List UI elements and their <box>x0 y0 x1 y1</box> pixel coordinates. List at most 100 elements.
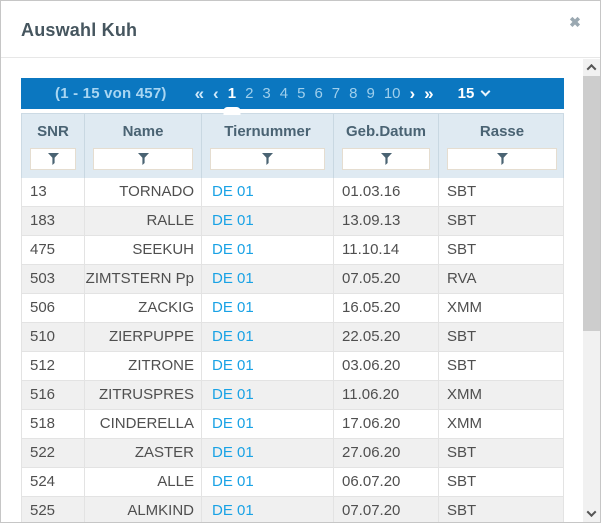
page-button-4[interactable]: 4 <box>279 85 289 102</box>
chevron-down-icon <box>586 507 597 518</box>
page-button-10[interactable]: 10 <box>383 85 401 102</box>
cell-name: CINDERELLA <box>85 410 202 438</box>
funnel-icon <box>137 153 149 165</box>
table-row[interactable]: 524 ALLE DE 01 06.07.20 SBT <box>22 468 563 497</box>
table-row[interactable]: 516 ZITRUSPRES DE 01 11.06.20 XMM <box>22 381 563 410</box>
table-row[interactable]: 512 ZITRONE DE 01 03.06.20 SBT <box>22 352 563 381</box>
table-row[interactable]: 525 ALMKIND DE 01 07.07.20 SBT <box>22 497 563 522</box>
tiernummer-filter-input[interactable] <box>210 148 325 170</box>
page-button-6[interactable]: 6 <box>314 85 323 102</box>
column-header-tiernummer[interactable]: Tiernummer <box>202 114 334 146</box>
next-page-button[interactable]: › <box>409 84 416 103</box>
cell-name: ZASTER <box>85 439 202 467</box>
name-filter-input[interactable] <box>93 148 193 170</box>
cell-snr: 475 <box>22 236 85 264</box>
cell-geb_datum: 13.09.13 <box>334 207 439 235</box>
funnel-icon <box>262 153 273 165</box>
cell-tiernummer[interactable]: DE 01 <box>202 352 334 380</box>
cell-geb_datum: 07.05.20 <box>334 265 439 293</box>
first-page-button[interactable]: « <box>194 84 205 103</box>
rasse-filter-input[interactable] <box>447 148 557 170</box>
cell-snr: 516 <box>22 381 85 409</box>
cell-name: ZITRUSPRES <box>85 381 202 409</box>
cell-rasse: XMM <box>447 299 482 316</box>
page-size-select[interactable]: 15 <box>457 85 491 102</box>
header-filter-row <box>22 146 563 178</box>
pagination-range-label: (1 - 15 von 457) <box>55 85 167 102</box>
cell-tiernummer[interactable]: DE 01 <box>202 207 334 235</box>
vertical-scrollbar[interactable] <box>583 59 600 522</box>
cell-geb_datum: 07.07.20 <box>334 497 439 522</box>
cell-rasse: XMM <box>447 415 482 432</box>
funnel-icon <box>47 153 59 165</box>
table-row[interactable]: 475 SEEKUH DE 01 11.10.14 SBT <box>22 236 563 265</box>
last-page-button[interactable]: » <box>424 84 434 103</box>
cell-snr: 183 <box>22 207 85 235</box>
cell-rasse: XMM <box>447 386 482 403</box>
cell-tiernummer[interactable]: DE 01 <box>202 410 334 438</box>
cell-geb_datum: 17.06.20 <box>334 410 439 438</box>
cell-geb_datum: 06.07.20 <box>334 468 439 496</box>
cell-name: TORNADO <box>85 178 202 206</box>
chevron-up-icon <box>586 63 597 74</box>
cell-geb_datum: 11.06.20 <box>334 381 439 409</box>
cell-name: ALMKIND <box>85 497 202 522</box>
table-header: SNR Name Tiernummer Geb.Datum Rasse <box>21 113 564 178</box>
column-header-snr[interactable]: SNR <box>22 114 85 146</box>
cell-rasse: SBT <box>447 183 477 200</box>
page-button-5[interactable]: 5 <box>297 85 306 102</box>
table-row[interactable]: 518 CINDERELLA DE 01 17.06.20 XMM <box>22 410 563 439</box>
snr-filter-input[interactable] <box>30 148 76 170</box>
cell-snr: 525 <box>22 497 85 522</box>
cell-name: ZIMTSTERN Pp <box>85 265 202 293</box>
funnel-icon <box>380 153 392 165</box>
page-button-2[interactable]: 2 <box>245 85 254 102</box>
cell-geb_datum: 16.05.20 <box>334 294 439 322</box>
page-button-9[interactable]: 9 <box>366 85 375 102</box>
cell-tiernummer[interactable]: DE 01 <box>202 497 334 522</box>
cell-snr: 522 <box>22 439 85 467</box>
cell-name: ZITRONE <box>85 352 202 380</box>
scrollbar-thumb[interactable] <box>583 76 600 331</box>
page-button-8[interactable]: 8 <box>349 85 358 102</box>
column-header-name[interactable]: Name <box>85 114 202 146</box>
page-size-value: 15 <box>457 85 475 102</box>
cell-tiernummer[interactable]: DE 01 <box>202 294 334 322</box>
cell-tiernummer[interactable]: DE 01 <box>202 178 334 206</box>
table-row[interactable]: 503 ZIMTSTERN Pp DE 01 07.05.20 RVA <box>22 265 563 294</box>
cell-tiernummer[interactable]: DE 01 <box>202 439 334 467</box>
close-icon[interactable]: ✖ <box>569 14 581 30</box>
page-button-7[interactable]: 7 <box>331 85 341 102</box>
cell-tiernummer[interactable]: DE 01 <box>202 236 334 264</box>
table-row[interactable]: 522 ZASTER DE 01 27.06.20 SBT <box>22 439 563 468</box>
cell-snr: 510 <box>22 323 85 351</box>
column-header-rasse[interactable]: Rasse <box>479 123 525 140</box>
table-row[interactable]: 183 RALLE DE 01 13.09.13 SBT <box>22 207 563 236</box>
prev-page-button[interactable]: ‹ <box>213 84 219 103</box>
scroll-down-button[interactable] <box>583 505 600 522</box>
pagination-bar: (1 - 15 von 457) « ‹ 1 2 3 4 5 6 7 8 9 1… <box>21 78 564 109</box>
cell-tiernummer[interactable]: DE 01 <box>202 468 334 496</box>
cell-geb_datum: 22.05.20 <box>334 323 439 351</box>
cell-tiernummer[interactable]: DE 01 <box>202 323 334 351</box>
cell-name: RALLE <box>85 207 202 235</box>
pagination-nav: « ‹ 1 2 3 4 5 6 7 8 9 10 › » <box>195 78 434 109</box>
table-row[interactable]: 510 ZIERPUPPE DE 01 22.05.20 SBT <box>22 323 563 352</box>
page-button-1[interactable]: 1 <box>228 78 236 109</box>
cell-snr: 13 <box>22 178 85 206</box>
geb-datum-filter-input[interactable] <box>342 148 430 170</box>
dialog-title: Auswahl Kuh <box>21 20 138 40</box>
cell-tiernummer[interactable]: DE 01 <box>202 265 334 293</box>
table-row[interactable]: 13 TORNADO DE 01 01.03.16 SBT <box>22 178 563 207</box>
cell-tiernummer[interactable]: DE 01 <box>202 381 334 409</box>
dialog-title-bar: Auswahl Kuh ✖ <box>1 1 600 58</box>
page-button-3[interactable]: 3 <box>262 85 271 102</box>
column-header-geb-datum[interactable]: Geb.Datum <box>334 114 439 146</box>
scroll-up-button[interactable] <box>583 59 600 76</box>
cell-rasse: SBT <box>447 444 477 461</box>
cell-snr: 506 <box>22 294 85 322</box>
chevron-down-icon <box>480 86 491 97</box>
cell-rasse: SBT <box>447 212 477 229</box>
table-row[interactable]: 506 ZACKIG DE 01 16.05.20 XMM <box>22 294 563 323</box>
cell-snr: 512 <box>22 352 85 380</box>
